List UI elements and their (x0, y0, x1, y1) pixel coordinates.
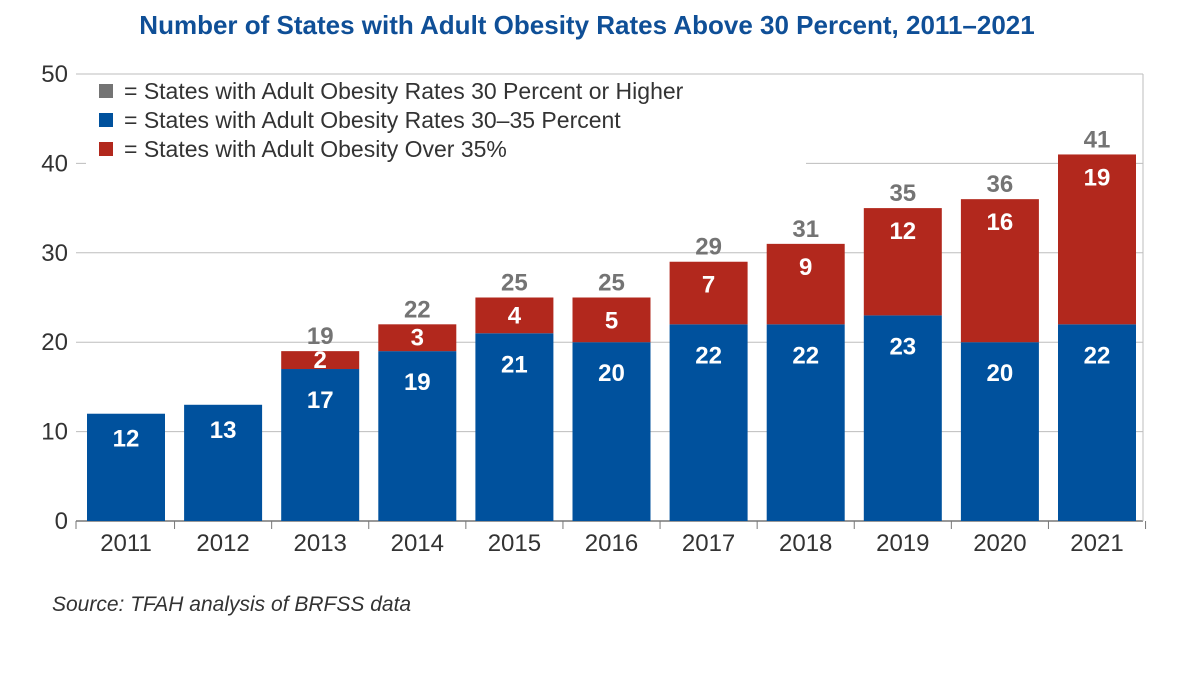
bar-value-label-over-35: 9 (799, 254, 812, 281)
y-tick-label: 40 (41, 150, 68, 177)
bar-segment-over-35 (281, 351, 360, 370)
x-tick-label: 2016 (585, 530, 638, 557)
bar-segment-over-35 (378, 324, 457, 352)
bar-value-label-over-35: 16 (987, 209, 1014, 236)
bar-value-label-over-35: 7 (702, 272, 715, 299)
legend-label: = States with Adult Obesity Rates 30–35 … (124, 107, 621, 133)
bar-value-label-over-35: 12 (889, 218, 916, 245)
chart-title: Number of States with Adult Obesity Rate… (139, 10, 1035, 40)
bar-segment-30-35 (378, 351, 457, 521)
bar-segment-over-35 (669, 261, 748, 325)
bar-segment-over-35 (960, 199, 1039, 343)
bar-segment-30-35 (960, 342, 1039, 521)
bar-value-label-30-35: 17 (307, 387, 334, 414)
bar-segment-over-35 (475, 297, 554, 334)
bar-segment-30-35 (281, 369, 360, 521)
x-tick-label: 2017 (682, 530, 735, 557)
legend-swatch (99, 142, 113, 156)
bar-value-label-30-35: 19 (404, 369, 431, 396)
legend-label: = States with Adult Obesity Over 35% (124, 136, 507, 162)
x-tick-label: 2012 (196, 530, 249, 557)
x-tick-label: 2020 (973, 530, 1026, 557)
x-tick-label: 2021 (1070, 530, 1123, 557)
bar-segment-30-35 (766, 324, 845, 521)
bar-total-label: 35 (889, 180, 916, 207)
x-tick-label: 2011 (100, 530, 152, 557)
bar-segment-over-35 (572, 297, 651, 343)
bar-total-label: 22 (404, 296, 431, 323)
legend-swatch (99, 113, 113, 127)
bar-value-label-30-35: 21 (501, 351, 528, 378)
bar-total-label: 25 (501, 270, 528, 297)
bar-value-label-30-35: 13 (210, 417, 237, 444)
x-tick-label: 2014 (391, 530, 444, 557)
bar-value-label-over-35: 4 (508, 302, 522, 329)
bar-segment-over-35 (1058, 154, 1136, 325)
bar-value-label-30-35: 20 (987, 360, 1014, 387)
legend: = States with Adult Obesity Rates 30 Per… (86, 76, 806, 168)
bar-value-label-over-35: 19 (1084, 164, 1111, 191)
bar-value-label-30-35: 20 (598, 360, 625, 387)
bar-total-label: 29 (695, 234, 722, 261)
bar-segment-30-35 (475, 333, 554, 521)
y-tick-label: 20 (41, 329, 68, 356)
legend-label: = States with Adult Obesity Rates 30 Per… (124, 78, 684, 104)
y-tick-label: 30 (41, 240, 68, 267)
y-tick-label: 0 (55, 508, 68, 535)
bar-segment-30-35 (87, 413, 165, 521)
y-tick-label: 10 (41, 419, 68, 446)
bar-total-label: 36 (987, 171, 1014, 198)
legend-swatch (99, 84, 113, 98)
bar-segment-30-35 (1058, 324, 1136, 521)
bar-value-label-over-35: 3 (411, 325, 424, 352)
bar-value-label-over-35: 2 (314, 347, 327, 374)
bar-total-label: 25 (598, 270, 625, 297)
bar-value-label-30-35: 22 (792, 342, 819, 369)
bars: 12 13172191932221425205252272922931231235… (87, 126, 1136, 521)
bar-segment-over-35 (766, 243, 845, 325)
y-tick-label: 50 (41, 61, 68, 88)
x-axis: 2011 2012 2013 2014 2015 2016 2017 2018 2019 2020… (75, 521, 1147, 557)
x-tick-label: 2018 (779, 530, 832, 557)
bar-value-label-30-35: 23 (889, 333, 916, 360)
bar-total-label: 19 (307, 323, 334, 350)
bar-segment-30-35 (572, 342, 651, 521)
bar-segment-30-35 (863, 315, 942, 521)
source-note: Source: TFAH analysis of BRFSS data (52, 593, 412, 616)
bar-segment-30-35 (669, 324, 748, 521)
legend-background (86, 76, 806, 168)
bar-total-label: 31 (792, 216, 819, 243)
bar-value-label-30-35: 22 (695, 342, 722, 369)
y-axis: 0 10 20 30 40 50 (41, 61, 68, 535)
x-tick-label: 2015 (488, 530, 541, 557)
bar-value-label-30-35: 22 (1084, 342, 1111, 369)
bar-segment-over-35 (863, 208, 942, 316)
bar-total-label: 41 (1084, 126, 1111, 153)
x-tick-label: 2019 (876, 530, 929, 557)
bar-value-label-30-35: 12 (113, 426, 140, 453)
bar-segment-30-35 (184, 404, 263, 521)
bar-value-label-over-35: 5 (605, 308, 618, 335)
x-tick-label: 2013 (294, 530, 347, 557)
